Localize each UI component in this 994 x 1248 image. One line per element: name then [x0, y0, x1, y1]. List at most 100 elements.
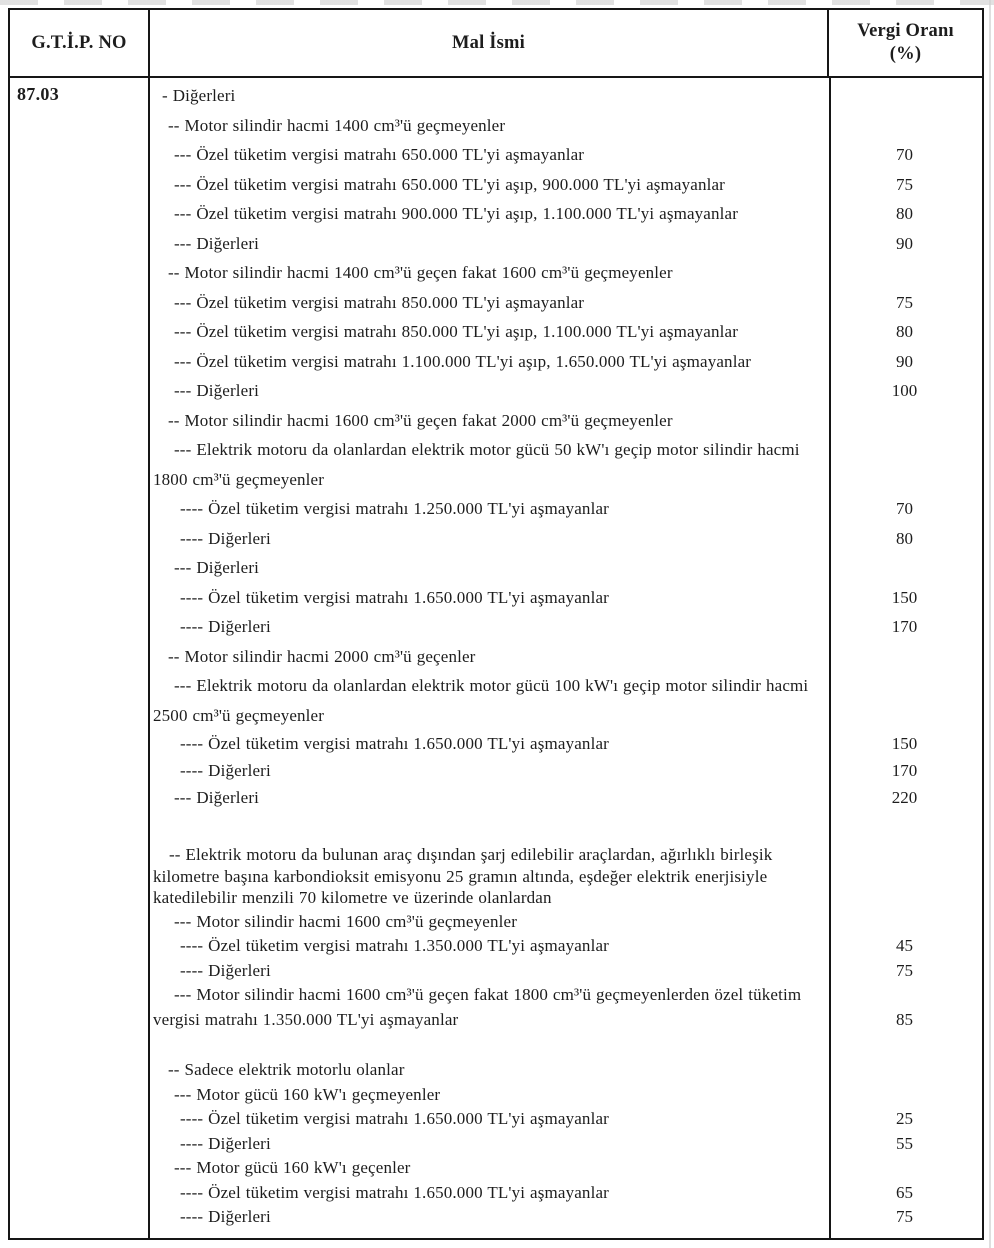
item-rate: 75 [896, 960, 913, 980]
item-description: --- Motor gücü 160 kW'ı geçmeyenler [174, 1084, 441, 1104]
table-row: -- Elektrik motoru da bulunan araç dışın… [150, 843, 982, 910]
item-description: --- Diğerleri [174, 558, 260, 577]
item-rate: 25 [896, 1109, 913, 1128]
table-row: --- Diğerleri 220 [150, 784, 982, 811]
table-row: ---- Özel tüketim vergisi matrahı 1.650.… [150, 1107, 982, 1132]
gtip-code: 87.03 [17, 84, 59, 104]
table-row: --- Motor silindir hacmi 1600 cm³'ü geçm… [150, 910, 982, 935]
table-row: --- Elektrik motoru da olanlardan elektr… [150, 671, 982, 730]
item-rate: 100 [891, 381, 918, 400]
item-rate: 150 [891, 587, 918, 607]
item-rate: 70 [896, 145, 913, 164]
item-description: ---- Özel tüketim vergisi matrahı 1.650.… [180, 1182, 609, 1202]
table-row: - Diğerleri [150, 81, 982, 111]
item-description: --- Diğerleri [174, 381, 260, 400]
item-description: ---- Diğerleri [180, 1133, 271, 1153]
item-rate: 45 [896, 936, 913, 955]
item-rate: 65 [896, 1182, 913, 1202]
table-row: --- Diğerleri [150, 553, 982, 583]
item-rate: 80 [896, 528, 913, 548]
header-vergi-orani-line1: Vergi Oranı [857, 20, 954, 41]
item-description: ---- Özel tüketim vergisi matrahı 1.250.… [180, 499, 609, 518]
gtip-column: 87.03 [10, 78, 150, 1238]
item-description: --- Elektrik motoru da olanlardan elektr… [153, 440, 800, 489]
table-row: --- Motor gücü 160 kW'ı geçenler [150, 1156, 982, 1181]
table-row: -- Motor silindir hacmi 2000 cm³'ü geçen… [150, 642, 982, 672]
table-body: 87.03 - Diğerleri -- Motor silindir hacm… [10, 78, 982, 1238]
item-description: ---- Diğerleri [180, 960, 271, 980]
item-description: ---- Özel tüketim vergisi matrahı 1.350.… [180, 936, 609, 955]
item-description: --- Diğerleri [174, 233, 260, 253]
table-row: --- Özel tüketim vergisi matrahı 650.000… [150, 140, 982, 170]
table-row: ---- Diğerleri 80 [150, 524, 982, 554]
table-row: --- Motor silindir hacmi 1600 cm³'ü geçe… [150, 983, 982, 1032]
item-description: --- Diğerleri [174, 788, 260, 807]
item-description: - Diğerleri [162, 86, 236, 105]
item-description: -- Motor silindir hacmi 1400 cm³'ü geçme… [168, 115, 506, 135]
item-description: -- Sadece elektrik motorlu olanlar [168, 1060, 405, 1079]
item-description: --- Özel tüketim vergisi matrahı 900.000… [174, 204, 739, 223]
item-description: -- Motor silindir hacmi 1600 cm³'ü geçen… [168, 410, 673, 430]
item-rate: 70 [896, 499, 913, 518]
item-rate: 90 [896, 233, 913, 253]
header-gtip-no: G.T.İ.P. NO [10, 10, 150, 76]
item-rate: 75 [896, 292, 913, 312]
items-column: - Diğerleri -- Motor silindir hacmi 1400… [150, 78, 982, 1238]
item-rate: 220 [891, 788, 918, 807]
item-description: ---- Özel tüketim vergisi matrahı 1.650.… [180, 587, 609, 607]
table-row: --- Elektrik motoru da olanlardan elektr… [150, 435, 982, 494]
item-rate: 80 [896, 204, 913, 223]
item-rate: 75 [896, 1207, 913, 1226]
item-description: -- Elektrik motoru da bulunan araç dışın… [153, 845, 773, 907]
item-description: -- Motor silindir hacmi 1400 cm³'ü geçen… [168, 263, 673, 282]
table-row: -- Motor silindir hacmi 1400 cm³'ü geçme… [150, 111, 982, 141]
item-description: --- Motor gücü 160 kW'ı geçenler [174, 1158, 411, 1177]
item-rate: 170 [891, 761, 918, 780]
item-description: ---- Özel tüketim vergisi matrahı 1.650.… [180, 1109, 609, 1128]
item-rate: 80 [896, 322, 913, 341]
table-row: --- Motor gücü 160 kW'ı geçmeyenler [150, 1083, 982, 1108]
table-row: --- Özel tüketim vergisi matrahı 650.000… [150, 170, 982, 200]
table-row: --- Özel tüketim vergisi matrahı 850.000… [150, 317, 982, 347]
item-rate: 90 [896, 351, 913, 371]
item-description: --- Özel tüketim vergisi matrahı 1.100.0… [174, 351, 752, 371]
item-description: --- Özel tüketim vergisi matrahı 650.000… [174, 174, 725, 194]
item-rate: 170 [891, 617, 918, 636]
table-row: --- Özel tüketim vergisi matrahı 900.000… [150, 199, 982, 229]
item-description: --- Motor silindir hacmi 1600 cm³'ü geçe… [153, 985, 802, 1029]
table-row: ---- Diğerleri 75 [150, 1205, 982, 1230]
table-header-row: G.T.İ.P. NO Mal İsmi Vergi Oranı (%) [10, 10, 982, 78]
item-description: --- Özel tüketim vergisi matrahı 650.000… [174, 145, 585, 164]
item-description: ---- Özel tüketim vergisi matrahı 1.650.… [180, 734, 609, 753]
tariff-table: G.T.İ.P. NO Mal İsmi Vergi Oranı (%) 87.… [8, 8, 984, 1240]
table-row: ---- Özel tüketim vergisi matrahı 1.650.… [150, 1181, 982, 1206]
item-rate: 75 [896, 174, 913, 194]
item-description: --- Elektrik motoru da olanlardan elektr… [153, 676, 809, 725]
item-description: --- Özel tüketim vergisi matrahı 850.000… [174, 292, 585, 312]
header-vergi-orani-line2: (%) [889, 44, 922, 64]
table-row: --- Diğerleri 90 [150, 229, 982, 259]
table-row: -- Sadece elektrik motorlu olanlar [150, 1058, 982, 1083]
item-rate: 150 [891, 734, 918, 753]
table-row: ---- Özel tüketim vergisi matrahı 1.250.… [150, 494, 982, 524]
item-description: --- Motor silindir hacmi 1600 cm³'ü geçm… [174, 911, 518, 931]
table-row: ---- Diğerleri 55 [150, 1132, 982, 1157]
item-description: -- Motor silindir hacmi 2000 cm³'ü geçen… [168, 646, 476, 666]
item-description: ---- Diğerleri [180, 761, 271, 780]
item-description: ---- Diğerleri [180, 1207, 271, 1226]
table-row: --- Özel tüketim vergisi matrahı 850.000… [150, 288, 982, 318]
table-row: --- Diğerleri 100 [150, 376, 982, 406]
header-vergi-orani: Vergi Oranı (%) [829, 10, 982, 76]
header-mal-ismi: Mal İsmi [150, 10, 829, 76]
table-row: ---- Diğerleri 170 [150, 757, 982, 784]
item-rate: 85 [896, 1009, 913, 1029]
item-description: ---- Diğerleri [180, 617, 271, 636]
item-description: --- Özel tüketim vergisi matrahı 850.000… [174, 322, 739, 341]
item-description: ---- Diğerleri [180, 528, 271, 548]
table-row: -- Motor silindir hacmi 1600 cm³'ü geçen… [150, 406, 982, 436]
table-row: ---- Özel tüketim vergisi matrahı 1.650.… [150, 583, 982, 613]
table-row: --- Özel tüketim vergisi matrahı 1.100.0… [150, 347, 982, 377]
item-rate: 55 [896, 1133, 913, 1153]
table-row: -- Motor silindir hacmi 1400 cm³'ü geçen… [150, 258, 982, 288]
